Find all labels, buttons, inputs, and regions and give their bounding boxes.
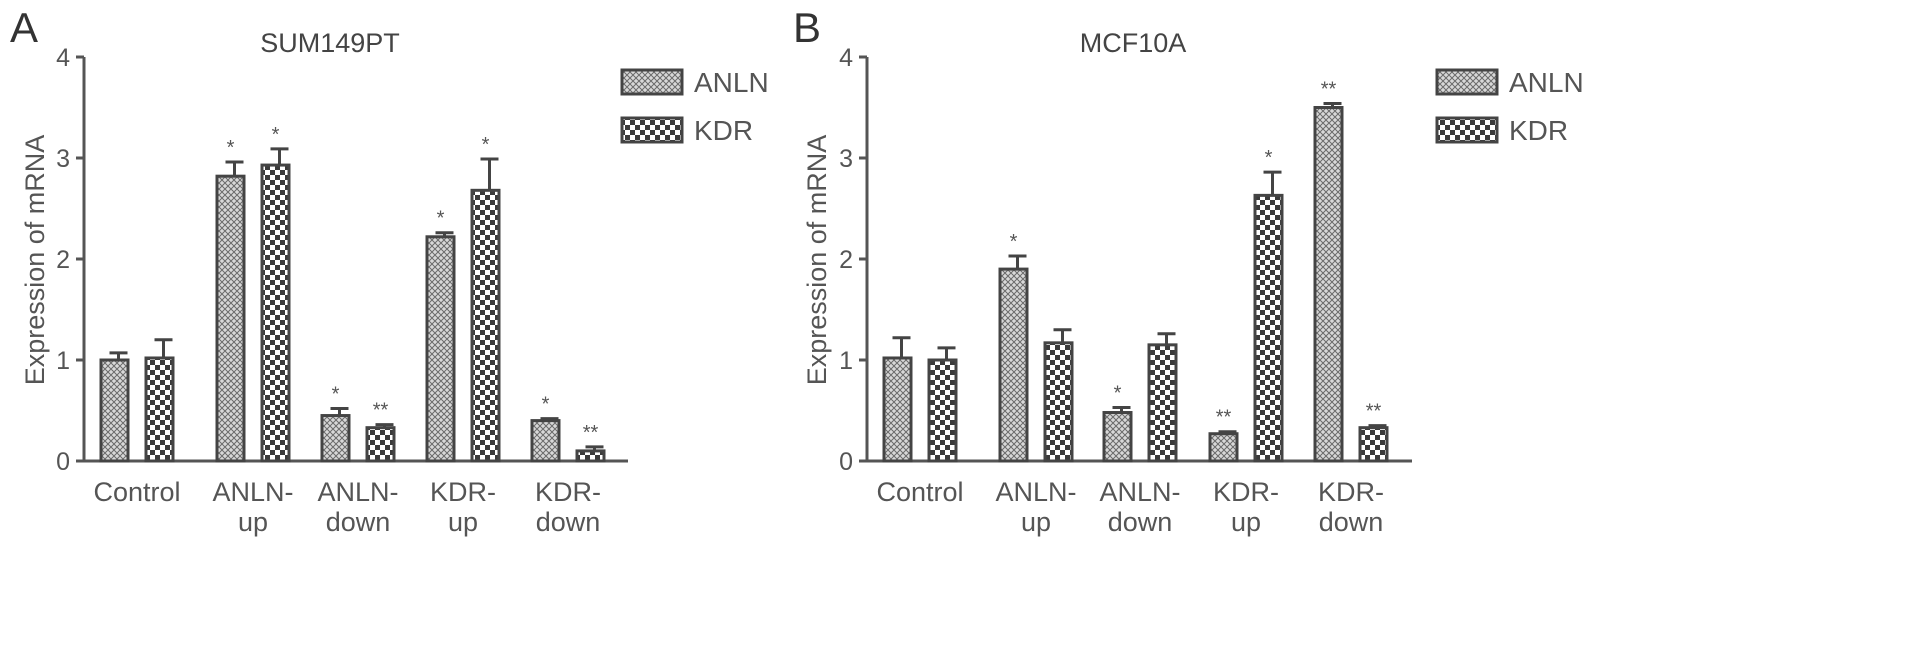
bar — [1313, 106, 1344, 463]
x-tick-label: ANLN-up — [995, 477, 1076, 537]
significance-label: * — [1114, 382, 1122, 404]
legend-swatch — [620, 68, 684, 96]
legend-label: KDR — [1509, 115, 1568, 146]
y-tick-label: 3 — [56, 145, 70, 173]
bar — [1147, 343, 1178, 463]
significance-label: ** — [1366, 401, 1382, 423]
panel-letter: A — [10, 4, 38, 51]
significance-label: * — [272, 124, 280, 146]
bar — [260, 163, 291, 463]
bar — [1043, 341, 1074, 463]
x-tick-label: ANLN-down — [1099, 477, 1180, 537]
y-tick-label: 3 — [839, 145, 853, 173]
bar — [998, 267, 1029, 463]
y-tick-label: 1 — [839, 347, 853, 375]
significance-label: * — [437, 208, 445, 230]
legend-swatch — [620, 116, 684, 144]
x-tick-label: KDR-up — [1213, 477, 1279, 537]
significance-label: * — [482, 134, 490, 156]
bar — [1208, 432, 1239, 463]
bar — [470, 188, 501, 463]
bar — [1253, 193, 1284, 463]
panel-b: B MCF10A Expression of mRNA 0 1 2 3 4 Control ANL… — [793, 4, 1584, 537]
significance-label: * — [332, 383, 340, 405]
significance-label: * — [1010, 231, 1018, 253]
x-tick-label: Control — [93, 477, 180, 507]
significance-label: ** — [1216, 407, 1232, 429]
y-tick-label: 1 — [56, 347, 70, 375]
legend-swatch — [1435, 116, 1499, 144]
significance-label: * — [1265, 147, 1273, 169]
legend-swatch — [1435, 68, 1499, 96]
x-tick-label: KDR-down — [1318, 477, 1384, 537]
legend-label: ANLN — [1509, 67, 1584, 98]
significance-label: ** — [1321, 78, 1337, 100]
bar — [215, 174, 246, 463]
bar — [144, 356, 175, 463]
significance-label: * — [227, 137, 235, 159]
bar — [530, 419, 561, 463]
significance-label: ** — [583, 422, 599, 444]
panel-a: A SUM149PT Expression of mRNA 0 1 2 3 4 Control A… — [10, 4, 769, 537]
y-tick-label: 2 — [839, 246, 853, 274]
chart-title: SUM149PT — [260, 28, 400, 58]
x-tick-label: ANLN-up — [212, 477, 293, 537]
y-tick-label: 0 — [839, 448, 853, 476]
y-tick-label: 4 — [839, 44, 853, 72]
chart-title: MCF10A — [1080, 28, 1187, 58]
bar — [365, 426, 396, 463]
y-axis-label: Expression of mRNA — [20, 135, 50, 386]
bar — [1358, 426, 1389, 463]
y-tick-label: 0 — [56, 448, 70, 476]
bar — [425, 235, 456, 463]
x-tick-label: KDR-up — [430, 477, 496, 537]
significance-label: ** — [373, 400, 389, 422]
y-tick-label: 4 — [56, 44, 70, 72]
x-tick-label: KDR-down — [535, 477, 601, 537]
significance-label: * — [542, 394, 550, 416]
bar — [575, 449, 606, 463]
panel-letter: B — [793, 4, 821, 51]
x-tick-label: Control — [876, 477, 963, 507]
bar — [927, 358, 958, 463]
bar — [320, 414, 351, 463]
y-tick-label: 2 — [56, 246, 70, 274]
y-axis-label: Expression of mRNA — [802, 135, 832, 386]
bar — [99, 358, 130, 463]
bar — [1102, 411, 1133, 463]
bar — [882, 356, 913, 463]
x-tick-label: ANLN-down — [317, 477, 398, 537]
legend-label: ANLN — [694, 67, 769, 98]
legend-label: KDR — [694, 115, 753, 146]
